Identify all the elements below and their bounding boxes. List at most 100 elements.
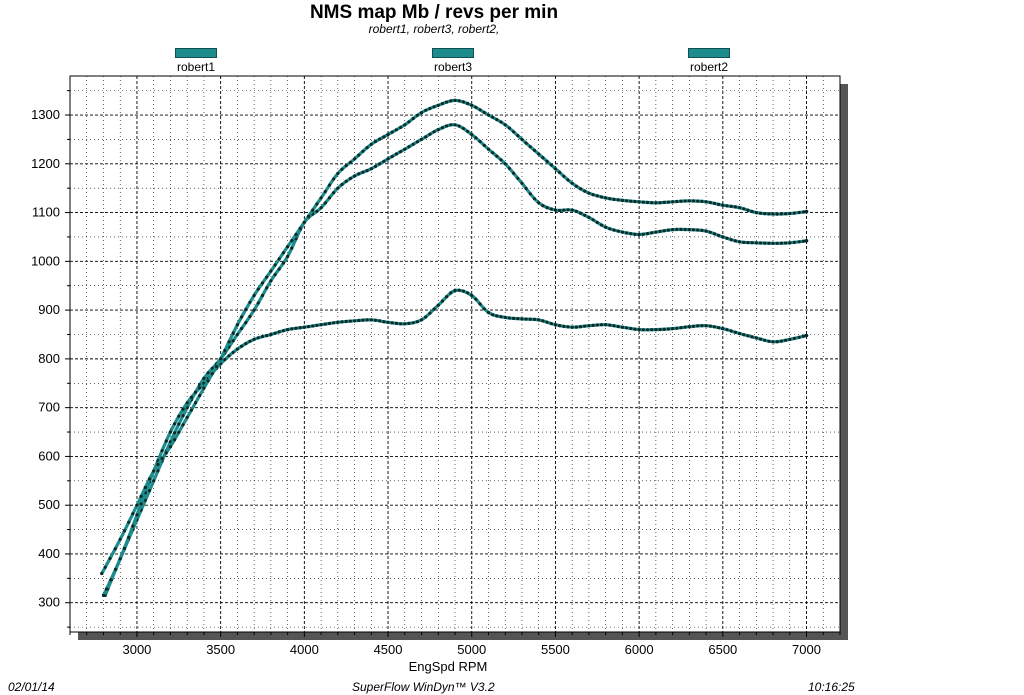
data-point — [482, 307, 486, 311]
data-point — [353, 174, 357, 178]
data-point — [537, 152, 541, 156]
data-point — [394, 152, 398, 156]
data-point — [340, 320, 344, 324]
data-point — [625, 231, 629, 235]
data-point — [474, 297, 478, 301]
data-point — [248, 300, 252, 304]
data-point — [156, 469, 160, 473]
data-point — [495, 314, 499, 318]
data-point — [675, 326, 679, 330]
data-point — [696, 199, 700, 203]
data-point — [407, 120, 411, 124]
data-point — [679, 199, 683, 203]
data-point — [181, 414, 185, 418]
y-tick-label: 900 — [38, 302, 60, 317]
data-point — [306, 325, 311, 329]
data-point — [654, 328, 658, 332]
data-point — [570, 208, 574, 212]
data-point — [252, 293, 256, 298]
data-point — [445, 124, 449, 128]
x-axis-label: EngSpd RPM — [409, 659, 488, 674]
data-point — [804, 239, 809, 243]
x-tick-label: 6500 — [708, 642, 737, 657]
data-point — [746, 208, 750, 212]
data-point — [327, 183, 332, 187]
data-point — [432, 105, 436, 109]
data-point — [779, 241, 784, 245]
data-point — [700, 228, 704, 232]
data-point — [453, 98, 457, 102]
data-point — [357, 153, 361, 157]
data-point — [411, 321, 415, 325]
data-point — [152, 479, 156, 483]
data-point — [160, 457, 164, 461]
data-point — [503, 315, 507, 319]
data-point — [474, 105, 478, 109]
data-point — [466, 129, 470, 133]
data-point — [516, 176, 520, 180]
y-tick-label: 700 — [38, 400, 60, 415]
y-tick-label: 400 — [38, 546, 60, 561]
data-point — [700, 324, 704, 328]
y-tick-label: 500 — [38, 497, 60, 512]
data-point — [265, 334, 269, 338]
data-point — [227, 354, 231, 358]
data-point — [541, 319, 545, 323]
data-point — [779, 212, 784, 216]
data-point — [231, 339, 235, 343]
data-point — [252, 337, 256, 341]
data-point — [604, 225, 608, 229]
data-point — [185, 415, 189, 419]
data-point — [801, 334, 806, 338]
data-point — [503, 123, 507, 127]
data-point — [729, 238, 733, 242]
data-point — [177, 430, 181, 434]
data-point — [775, 340, 779, 344]
data-point — [775, 212, 779, 216]
data-point — [198, 386, 202, 390]
data-point — [386, 132, 390, 137]
data-point — [746, 334, 750, 338]
data-point — [675, 199, 679, 204]
data-point — [625, 326, 629, 330]
data-point — [771, 212, 775, 216]
data-point — [511, 171, 516, 175]
data-point — [449, 99, 453, 103]
data-point — [754, 211, 758, 215]
data-point — [637, 328, 641, 332]
data-point — [507, 126, 511, 130]
data-point — [273, 331, 277, 335]
data-point — [315, 323, 319, 327]
data-point — [206, 371, 210, 375]
data-point — [273, 273, 277, 277]
data-point — [725, 236, 729, 240]
data-point — [562, 208, 566, 212]
data-point — [549, 163, 553, 167]
data-point — [466, 101, 470, 106]
x-tick-label: 5000 — [457, 642, 486, 657]
data-point — [792, 211, 797, 215]
data-point — [788, 337, 792, 341]
data-point — [708, 200, 712, 205]
data-point — [470, 103, 474, 107]
data-point — [432, 307, 436, 311]
data-point — [415, 320, 419, 324]
x-tick-label: 6000 — [625, 642, 654, 657]
data-point — [717, 233, 721, 237]
x-tick-label: 7000 — [792, 642, 821, 657]
data-point — [185, 401, 189, 405]
data-point — [424, 108, 428, 112]
data-point — [708, 230, 712, 234]
data-point — [691, 228, 696, 232]
data-point — [177, 414, 181, 418]
data-point — [168, 430, 172, 434]
data-point — [118, 557, 122, 561]
data-point — [486, 147, 491, 151]
data-point — [240, 344, 244, 348]
data-point — [348, 319, 352, 323]
data-point — [763, 212, 767, 216]
data-point — [210, 366, 214, 370]
data-point — [503, 162, 507, 166]
data-point — [340, 167, 344, 171]
data-point — [616, 229, 620, 233]
